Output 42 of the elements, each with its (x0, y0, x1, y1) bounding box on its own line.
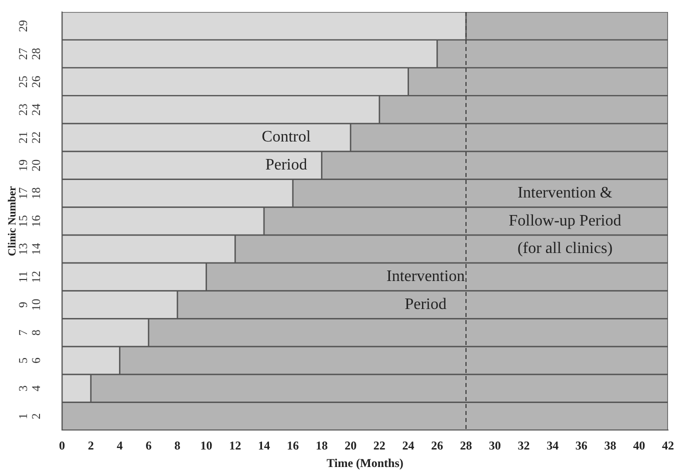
y-tick-label: 9 10 (16, 298, 44, 311)
x-axis-title: Time (Months) (326, 456, 404, 470)
annotation: Control Period (262, 128, 312, 174)
x-tick-label: 8 (174, 438, 180, 452)
x-tick-label: 32 (518, 438, 530, 452)
y-tick-label: 5 6 (16, 358, 44, 364)
y-axis-title: Clinic Number (6, 186, 18, 256)
y-tick-label: 13 14 (16, 242, 44, 255)
x-tick-label: 12 (229, 438, 242, 452)
y-tick-label: 17 18 (16, 187, 44, 200)
annotation: Intervention & Follow-up Period (for all clinics) (508, 184, 622, 258)
x-tick-label: 10 (200, 438, 212, 452)
x-tick-label: 2 (88, 438, 94, 452)
x-tick-label: 36 (575, 438, 588, 452)
x-tick-label: 38 (604, 438, 616, 452)
y-tick-label: 21 22 (16, 131, 44, 144)
x-tick-label: 18 (316, 438, 328, 452)
x-tick-label: 24 (402, 438, 414, 452)
y-tick-label: 1 2 (16, 413, 44, 420)
x-tick-label: 6 (146, 438, 152, 452)
x-tick-label: 34 (546, 438, 559, 452)
x-tick-label: 30 (488, 438, 501, 452)
x-tick-label: 0 (59, 438, 65, 452)
y-tick-label: 23 24 (16, 104, 44, 116)
y-tick-label: 7 8 (16, 330, 44, 336)
x-tick-label: 16 (286, 438, 299, 452)
x-tick-label: 14 (258, 438, 270, 452)
x-tick-label: 42 (662, 438, 674, 452)
x-tick-label: 20 (344, 438, 357, 452)
y-tick-label: 15 16 (16, 215, 44, 228)
y-tick-label: 11 12 (16, 270, 44, 283)
y-tick-label: 19 20 (16, 159, 44, 172)
x-tick-label: 28 (460, 438, 472, 452)
x-tick-label: 22 (373, 438, 386, 452)
x-tick-label: 26 (431, 438, 444, 452)
y-tick-label: 29 (16, 20, 30, 32)
y-tick-label: 27 28 (16, 48, 44, 60)
x-tick-label: 40 (633, 438, 646, 452)
y-tick-label: 25 26 (16, 76, 44, 88)
y-tick-label: 3 4 (16, 385, 44, 392)
x-tick-label: 4 (116, 438, 123, 452)
annotation: Intervention Period (386, 268, 465, 313)
